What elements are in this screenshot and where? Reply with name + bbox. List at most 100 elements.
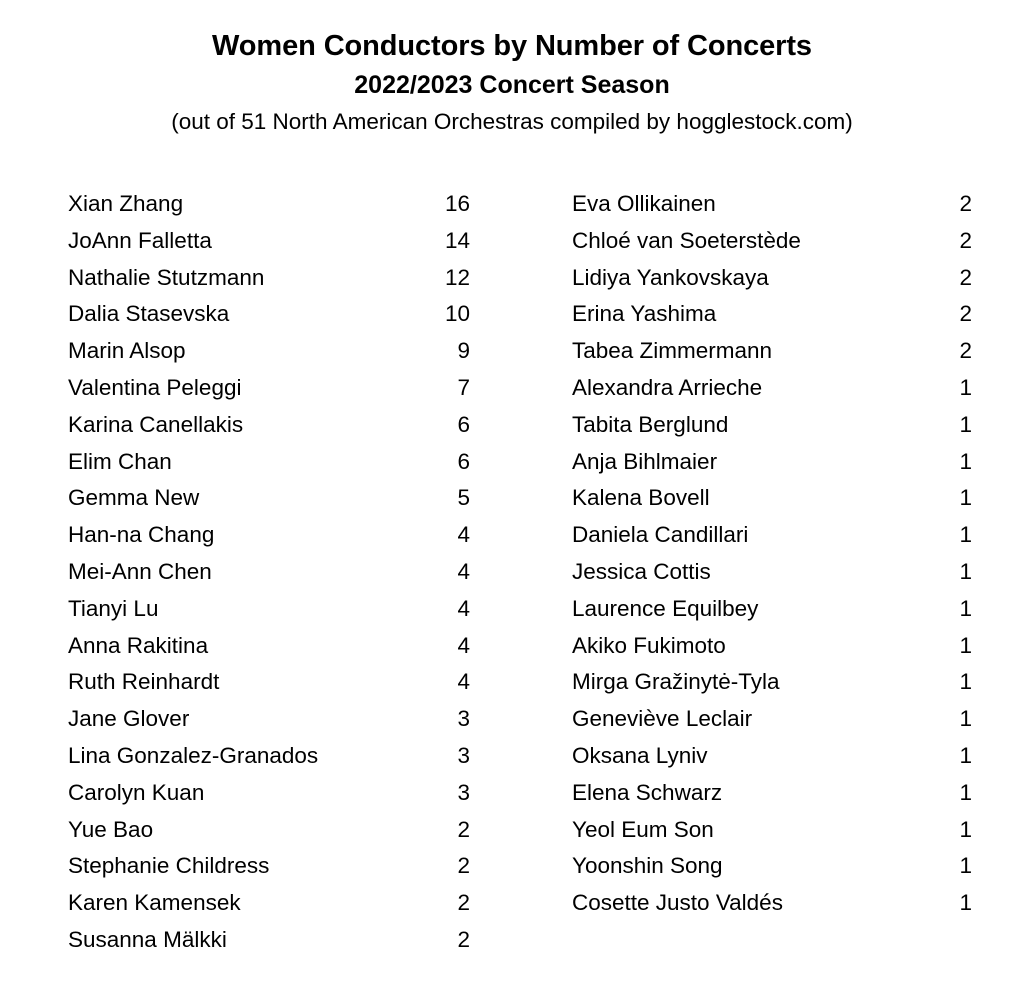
concert-count: 3 <box>457 779 470 805</box>
conductor-name: Oksana Lyniv <box>572 742 708 768</box>
header-block: Women Conductors by Number of Concerts 2… <box>0 0 1024 138</box>
concert-count: 4 <box>457 522 470 548</box>
conductor-name: Geneviève Leclair <box>572 706 753 732</box>
conductor-name: Alexandra Arrieche <box>572 374 763 400</box>
page-title: Women Conductors by Number of Concerts <box>212 30 812 62</box>
concert-count: 1 <box>959 448 972 474</box>
conductor-name: Jane Glover <box>68 706 190 732</box>
conductor-name: Chloé van Soeterstède <box>572 227 801 253</box>
conductor-name: Daniela Candillari <box>572 522 749 548</box>
conductors-table: Xian Zhang 16 JoAnn Falletta 14 Nathalie Stu… <box>0 186 1024 959</box>
table-row: Elena Schwarz 1 <box>512 775 1024 812</box>
table-row: Akiko Fukimoto 1 <box>512 628 1024 665</box>
concert-count: 2 <box>959 338 972 364</box>
table-row: Erina Yashima 2 <box>512 296 1024 333</box>
table-row: Daniela Candillari 1 <box>512 517 1024 554</box>
concert-count: 4 <box>457 595 470 621</box>
concert-count: 1 <box>959 632 972 658</box>
table-row: Stephanie Childress 2 <box>0 848 512 885</box>
table-row: Gemma New 5 <box>0 480 512 517</box>
concert-count: 1 <box>959 374 972 400</box>
conductor-name: Karen Kamensek <box>68 890 241 916</box>
conductor-name: Ruth Reinhardt <box>68 669 220 695</box>
table-row: Jane Glover 3 <box>0 701 512 738</box>
table-row: Valentina Peleggi 7 <box>0 370 512 407</box>
table-row: Kalena Bovell 1 <box>512 480 1024 517</box>
table-row: Cosette Justo Valdés 1 <box>512 885 1024 922</box>
conductor-name: Laurence Equilbey <box>572 595 759 621</box>
concert-count: 10 <box>444 301 470 327</box>
concert-count: 1 <box>959 558 972 584</box>
table-row: JoAnn Falletta 14 <box>0 223 512 260</box>
table-row: Jessica Cottis 1 <box>512 554 1024 591</box>
conductor-name: Tabea Zimmermann <box>572 338 773 364</box>
table-row: Alexandra Arrieche 1 <box>512 370 1024 407</box>
table-row: Yue Bao 2 <box>0 812 512 849</box>
table-row: Mei-Ann Chen 4 <box>0 554 512 591</box>
conductor-name: Carolyn Kuan <box>68 779 205 805</box>
concert-count: 1 <box>959 742 972 768</box>
concert-count: 2 <box>959 301 972 327</box>
concert-count: 4 <box>457 632 470 658</box>
conductor-name: Yoonshin Song <box>572 853 723 879</box>
concert-count: 7 <box>457 374 470 400</box>
concert-count: 1 <box>959 485 972 511</box>
concert-count: 1 <box>959 411 972 437</box>
concert-count: 3 <box>457 742 470 768</box>
conductor-name: Yeol Eum Son <box>572 816 714 842</box>
conductor-name: Dalia Stasevska <box>68 301 230 327</box>
table-row: Eva Ollikainen 2 <box>512 186 1024 223</box>
conductor-name: Elena Schwarz <box>572 779 723 805</box>
concert-count: 9 <box>457 338 470 364</box>
concert-count: 12 <box>444 264 470 290</box>
table-row: Susanna Mälkki 2 <box>0 922 512 959</box>
conductor-name: Akiko Fukimoto <box>572 632 726 658</box>
conductor-name: Eva Ollikainen <box>572 191 716 216</box>
conductor-name: Susanna Mälkki <box>68 926 227 952</box>
table-row: Han-na Chang 4 <box>0 517 512 554</box>
conductor-name: Elim Chan <box>68 448 172 474</box>
conductor-name: Tianyi Lu <box>68 595 159 621</box>
concert-count: 2 <box>959 191 972 216</box>
concert-count: 6 <box>457 411 470 437</box>
conductor-name: Mei-Ann Chen <box>68 558 212 584</box>
concert-count: 1 <box>959 853 972 879</box>
table-row: Carolyn Kuan 3 <box>0 775 512 812</box>
conductor-name: Kalena Bovell <box>572 485 710 511</box>
concert-count: 3 <box>457 706 470 732</box>
conductor-name: Tabita Berglund <box>572 411 729 437</box>
concert-count: 1 <box>959 595 972 621</box>
concert-count: 1 <box>959 669 972 695</box>
table-row: Ruth Reinhardt 4 <box>0 664 512 701</box>
conductor-name: Lidiya Yankovskaya <box>572 264 769 290</box>
conductor-name: Lina Gonzalez-Granados <box>68 742 319 768</box>
concert-count: 1 <box>959 779 972 805</box>
table-row: Xian Zhang 16 <box>0 186 512 223</box>
page-subtitle: 2022/2023 Concert Season <box>354 71 670 99</box>
table-row: Anja Bihlmaier 1 <box>512 444 1024 481</box>
concert-count: 2 <box>959 227 972 253</box>
table-row: Geneviève Leclair 1 <box>512 701 1024 738</box>
table-row: Lidiya Yankovskaya 2 <box>512 260 1024 297</box>
concert-count: 5 <box>457 485 470 511</box>
concert-count: 1 <box>959 816 972 842</box>
concert-count: 2 <box>457 853 470 879</box>
table-row: Oksana Lyniv 1 <box>512 738 1024 775</box>
conductor-name: Mirga Gražinytė-Tyla <box>572 669 780 695</box>
conductor-name: Anna Rakitina <box>68 632 209 658</box>
conductors-column-right: Eva Ollikainen 2 Chloé van Soeterstède 2 Lid… <box>512 186 1024 922</box>
concert-count: 2 <box>457 816 470 842</box>
concert-count: 2 <box>457 926 470 952</box>
conductor-name: Cosette Justo Valdés <box>572 890 783 916</box>
concert-count: 4 <box>457 558 470 584</box>
table-row: Mirga Gražinytė-Tyla 1 <box>512 664 1024 701</box>
table-row: Yoonshin Song 1 <box>512 848 1024 885</box>
table-row: Karina Canellakis 6 <box>0 407 512 444</box>
table-row: Tabita Berglund 1 <box>512 407 1024 444</box>
table-row: Elim Chan 6 <box>0 444 512 481</box>
table-row: Nathalie Stutzmann 12 <box>0 260 512 297</box>
conductor-name: Jessica Cottis <box>572 558 711 584</box>
conductor-name: Erina Yashima <box>572 301 717 327</box>
concert-count: 1 <box>959 522 972 548</box>
